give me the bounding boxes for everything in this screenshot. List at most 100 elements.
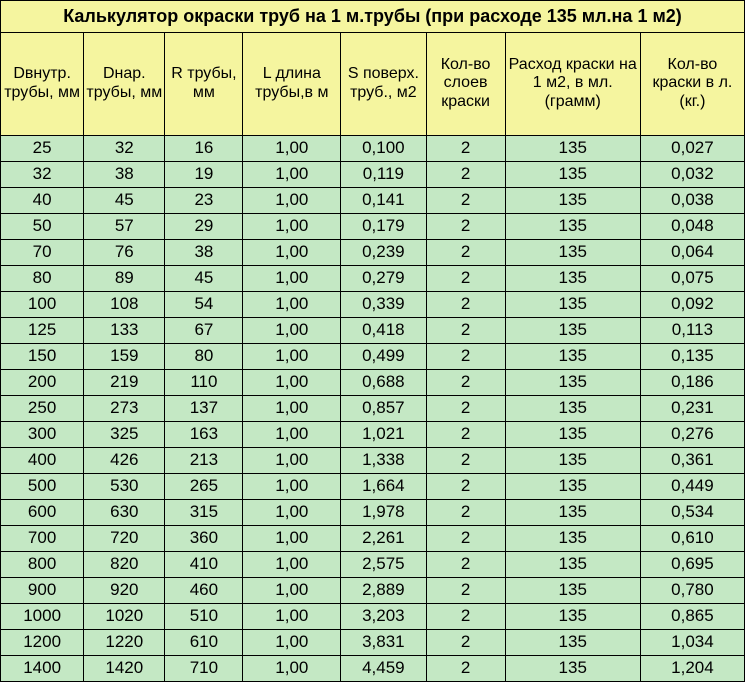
table-cell: 325 [84,421,165,447]
table-cell: 2 [426,421,505,447]
table-cell: 0,239 [341,239,426,265]
table-cell: 135 [505,473,640,499]
table-row: 8089451,000,27921350,075 [1,265,745,291]
table-cell: 100 [1,291,84,317]
table-row: 2502731371,000,85721350,231 [1,395,745,421]
table-cell: 1,00 [243,317,341,343]
table-cell: 1220 [84,629,165,655]
table-cell: 2 [426,525,505,551]
table-cell: 135 [505,447,640,473]
table-cell: 1000 [1,603,84,629]
table-cell: 135 [505,291,640,317]
table-cell: 3,203 [341,603,426,629]
table-cell: 0,865 [640,603,744,629]
table-cell: 2 [426,187,505,213]
table-cell: 213 [165,447,243,473]
table-cell: 610 [165,629,243,655]
table-cell: 0,231 [640,395,744,421]
table-cell: 0,688 [341,369,426,395]
table-cell: 125 [1,317,84,343]
table-cell: 0,780 [640,577,744,603]
table-row: 7076381,000,23921350,064 [1,239,745,265]
table-row: 4004262131,001,33821350,361 [1,447,745,473]
table-cell: 23 [165,187,243,213]
table-cell: 0,339 [341,291,426,317]
table-cell: 2 [426,473,505,499]
table-cell: 265 [165,473,243,499]
table-cell: 0,119 [341,161,426,187]
table-cell: 600 [1,499,84,525]
table-cell: 0,113 [640,317,744,343]
table-cell: 135 [505,317,640,343]
table-header-row: Dвнутр. трубы, мм Dнар. трубы, мм R труб… [1,32,745,135]
table-cell: 3,831 [341,629,426,655]
table-cell: 1,978 [341,499,426,525]
table-cell: 4,459 [341,655,426,681]
table-cell: 0,186 [640,369,744,395]
table-cell: 1,00 [243,213,341,239]
table-cell: 2 [426,369,505,395]
table-cell: 1,00 [243,161,341,187]
table-cell: 400 [1,447,84,473]
table-cell: 29 [165,213,243,239]
table-cell: 800 [1,551,84,577]
table-row: 8008204101,002,57521350,695 [1,551,745,577]
table-cell: 2 [426,395,505,421]
table-row: 2002191101,000,68821350,186 [1,369,745,395]
table-cell: 135 [505,499,640,525]
table-cell: 0,100 [341,135,426,161]
table-row: 100010205101,003,20321350,865 [1,603,745,629]
table-row: 3238191,000,11921350,032 [1,161,745,187]
table-cell: 135 [505,369,640,395]
table-cell: 1,00 [243,343,341,369]
table-cell: 0,534 [640,499,744,525]
table-cell: 135 [505,265,640,291]
col-header-radius: R трубы, мм [165,32,243,135]
table-cell: 700 [1,525,84,551]
table-cell: 1,00 [243,577,341,603]
table-cell: 820 [84,551,165,577]
table-cell: 300 [1,421,84,447]
table-cell: 2 [426,161,505,187]
table-cell: 0,449 [640,473,744,499]
col-header-layers: Кол-во слоев краски [426,32,505,135]
table-row: 7007203601,002,26121350,610 [1,525,745,551]
table-cell: 0,075 [640,265,744,291]
table-cell: 38 [84,161,165,187]
table-cell: 1,00 [243,291,341,317]
table-cell: 426 [84,447,165,473]
table-cell: 135 [505,343,640,369]
table-row: 5005302651,001,66421350,449 [1,473,745,499]
table-cell: 2 [426,239,505,265]
table-cell: 1,00 [243,499,341,525]
table-cell: 1,204 [640,655,744,681]
table-cell: 1,034 [640,629,744,655]
table-cell: 135 [505,655,640,681]
table-cell: 0,279 [341,265,426,291]
table-cell: 135 [505,421,640,447]
table-cell: 710 [165,655,243,681]
table-cell: 2,261 [341,525,426,551]
table-cell: 530 [84,473,165,499]
table-cell: 1,00 [243,421,341,447]
table-cell: 133 [84,317,165,343]
table-cell: 920 [84,577,165,603]
table-cell: 89 [84,265,165,291]
table-cell: 76 [84,239,165,265]
table-cell: 1,00 [243,525,341,551]
table-cell: 40 [1,187,84,213]
table-cell: 135 [505,525,640,551]
table-cell: 0,857 [341,395,426,421]
table-cell: 200 [1,369,84,395]
table-cell: 108 [84,291,165,317]
col-header-amount: Кол-во краски в л.(кг.) [640,32,744,135]
table-cell: 135 [505,239,640,265]
table-row: 5057291,000,17921350,048 [1,213,745,239]
table-cell: 315 [165,499,243,525]
table-cell: 219 [84,369,165,395]
table-cell: 1,338 [341,447,426,473]
table-cell: 45 [84,187,165,213]
table-cell: 460 [165,577,243,603]
table-cell: 80 [1,265,84,291]
table-cell: 67 [165,317,243,343]
